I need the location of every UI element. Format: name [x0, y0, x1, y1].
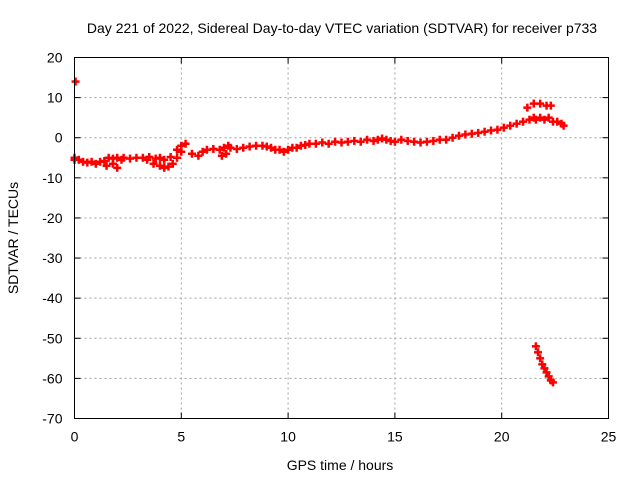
data-point	[71, 77, 80, 86]
data-point	[356, 137, 365, 146]
data-point	[546, 101, 555, 110]
data-point	[187, 149, 196, 158]
data-point	[544, 372, 553, 381]
grid-lines	[74, 57, 609, 419]
data-point	[542, 368, 551, 377]
data-point	[222, 149, 231, 158]
data-point	[506, 121, 515, 130]
y-tick-label: 0	[55, 130, 63, 146]
y-axis-label: SDTVAR / TECUs	[5, 182, 21, 294]
y-tick-label: 10	[47, 90, 63, 106]
data-point	[194, 151, 203, 160]
data-point	[534, 348, 543, 357]
data-point	[523, 103, 532, 112]
y-tick-label: -60	[42, 370, 62, 386]
data-point	[267, 143, 276, 152]
y-tick-label: 20	[47, 50, 63, 66]
data-point	[102, 161, 111, 170]
data-point	[87, 157, 96, 166]
data-point	[540, 364, 549, 373]
x-tick-label: 10	[280, 429, 296, 445]
data-point	[493, 125, 502, 134]
data-point	[155, 153, 164, 162]
data-point	[279, 147, 288, 156]
x-axis-label: GPS time / hours	[287, 457, 394, 473]
data-point	[540, 115, 549, 124]
data-point	[559, 121, 568, 130]
data-point	[166, 152, 175, 161]
data-point	[215, 145, 224, 154]
data-point	[100, 156, 109, 165]
data-point	[536, 354, 545, 363]
data-point	[217, 151, 226, 160]
data-point	[390, 137, 399, 146]
data-point	[519, 117, 528, 126]
y-tick-label: -20	[42, 210, 62, 226]
data-point	[177, 141, 186, 150]
data-point	[553, 117, 562, 126]
data-point	[531, 342, 540, 351]
data-point	[91, 159, 100, 168]
data-point	[292, 143, 301, 152]
data-point	[198, 147, 207, 156]
x-tick-label: 20	[494, 429, 510, 445]
data-point	[168, 159, 177, 168]
y-tick-label: -10	[42, 170, 62, 186]
data-point	[173, 145, 182, 154]
data-point	[284, 145, 293, 154]
data-point	[164, 162, 173, 171]
data-point	[74, 155, 83, 164]
data-point	[108, 159, 117, 168]
data-point	[536, 99, 545, 108]
data-point	[149, 159, 158, 168]
x-tick-label: 0	[71, 429, 79, 445]
data-point	[275, 145, 284, 154]
data-point	[155, 161, 164, 170]
chart-title: Day 221 of 2022, Sidereal Day-to-day VTE…	[87, 20, 597, 36]
x-tick-label: 25	[601, 429, 617, 445]
y-tick-label: -30	[42, 250, 62, 266]
data-point	[181, 139, 190, 148]
plot-frame	[74, 57, 609, 419]
data-point	[499, 123, 508, 132]
data-point	[538, 360, 547, 369]
data-point	[160, 155, 169, 164]
data-point	[536, 113, 545, 122]
data-point	[324, 139, 333, 148]
data-point	[512, 119, 521, 128]
data-point	[544, 113, 553, 122]
data-point	[448, 133, 457, 142]
data-point	[113, 163, 122, 172]
data-point	[442, 135, 451, 144]
y-tick-label: -50	[42, 330, 62, 346]
y-tick-label: -70	[42, 411, 62, 427]
y-tick-label: -40	[42, 290, 62, 306]
x-tick-label: 15	[387, 429, 403, 445]
data-point	[531, 115, 540, 124]
axis-ticks: 0 5 10 15 20 25 -70 -60 -50 -40 -30 -20 -10 0 10 20	[42, 50, 616, 445]
data-point	[143, 155, 152, 164]
x-tick-label: 5	[177, 429, 185, 445]
data-point	[548, 378, 557, 387]
data-points	[70, 77, 568, 387]
